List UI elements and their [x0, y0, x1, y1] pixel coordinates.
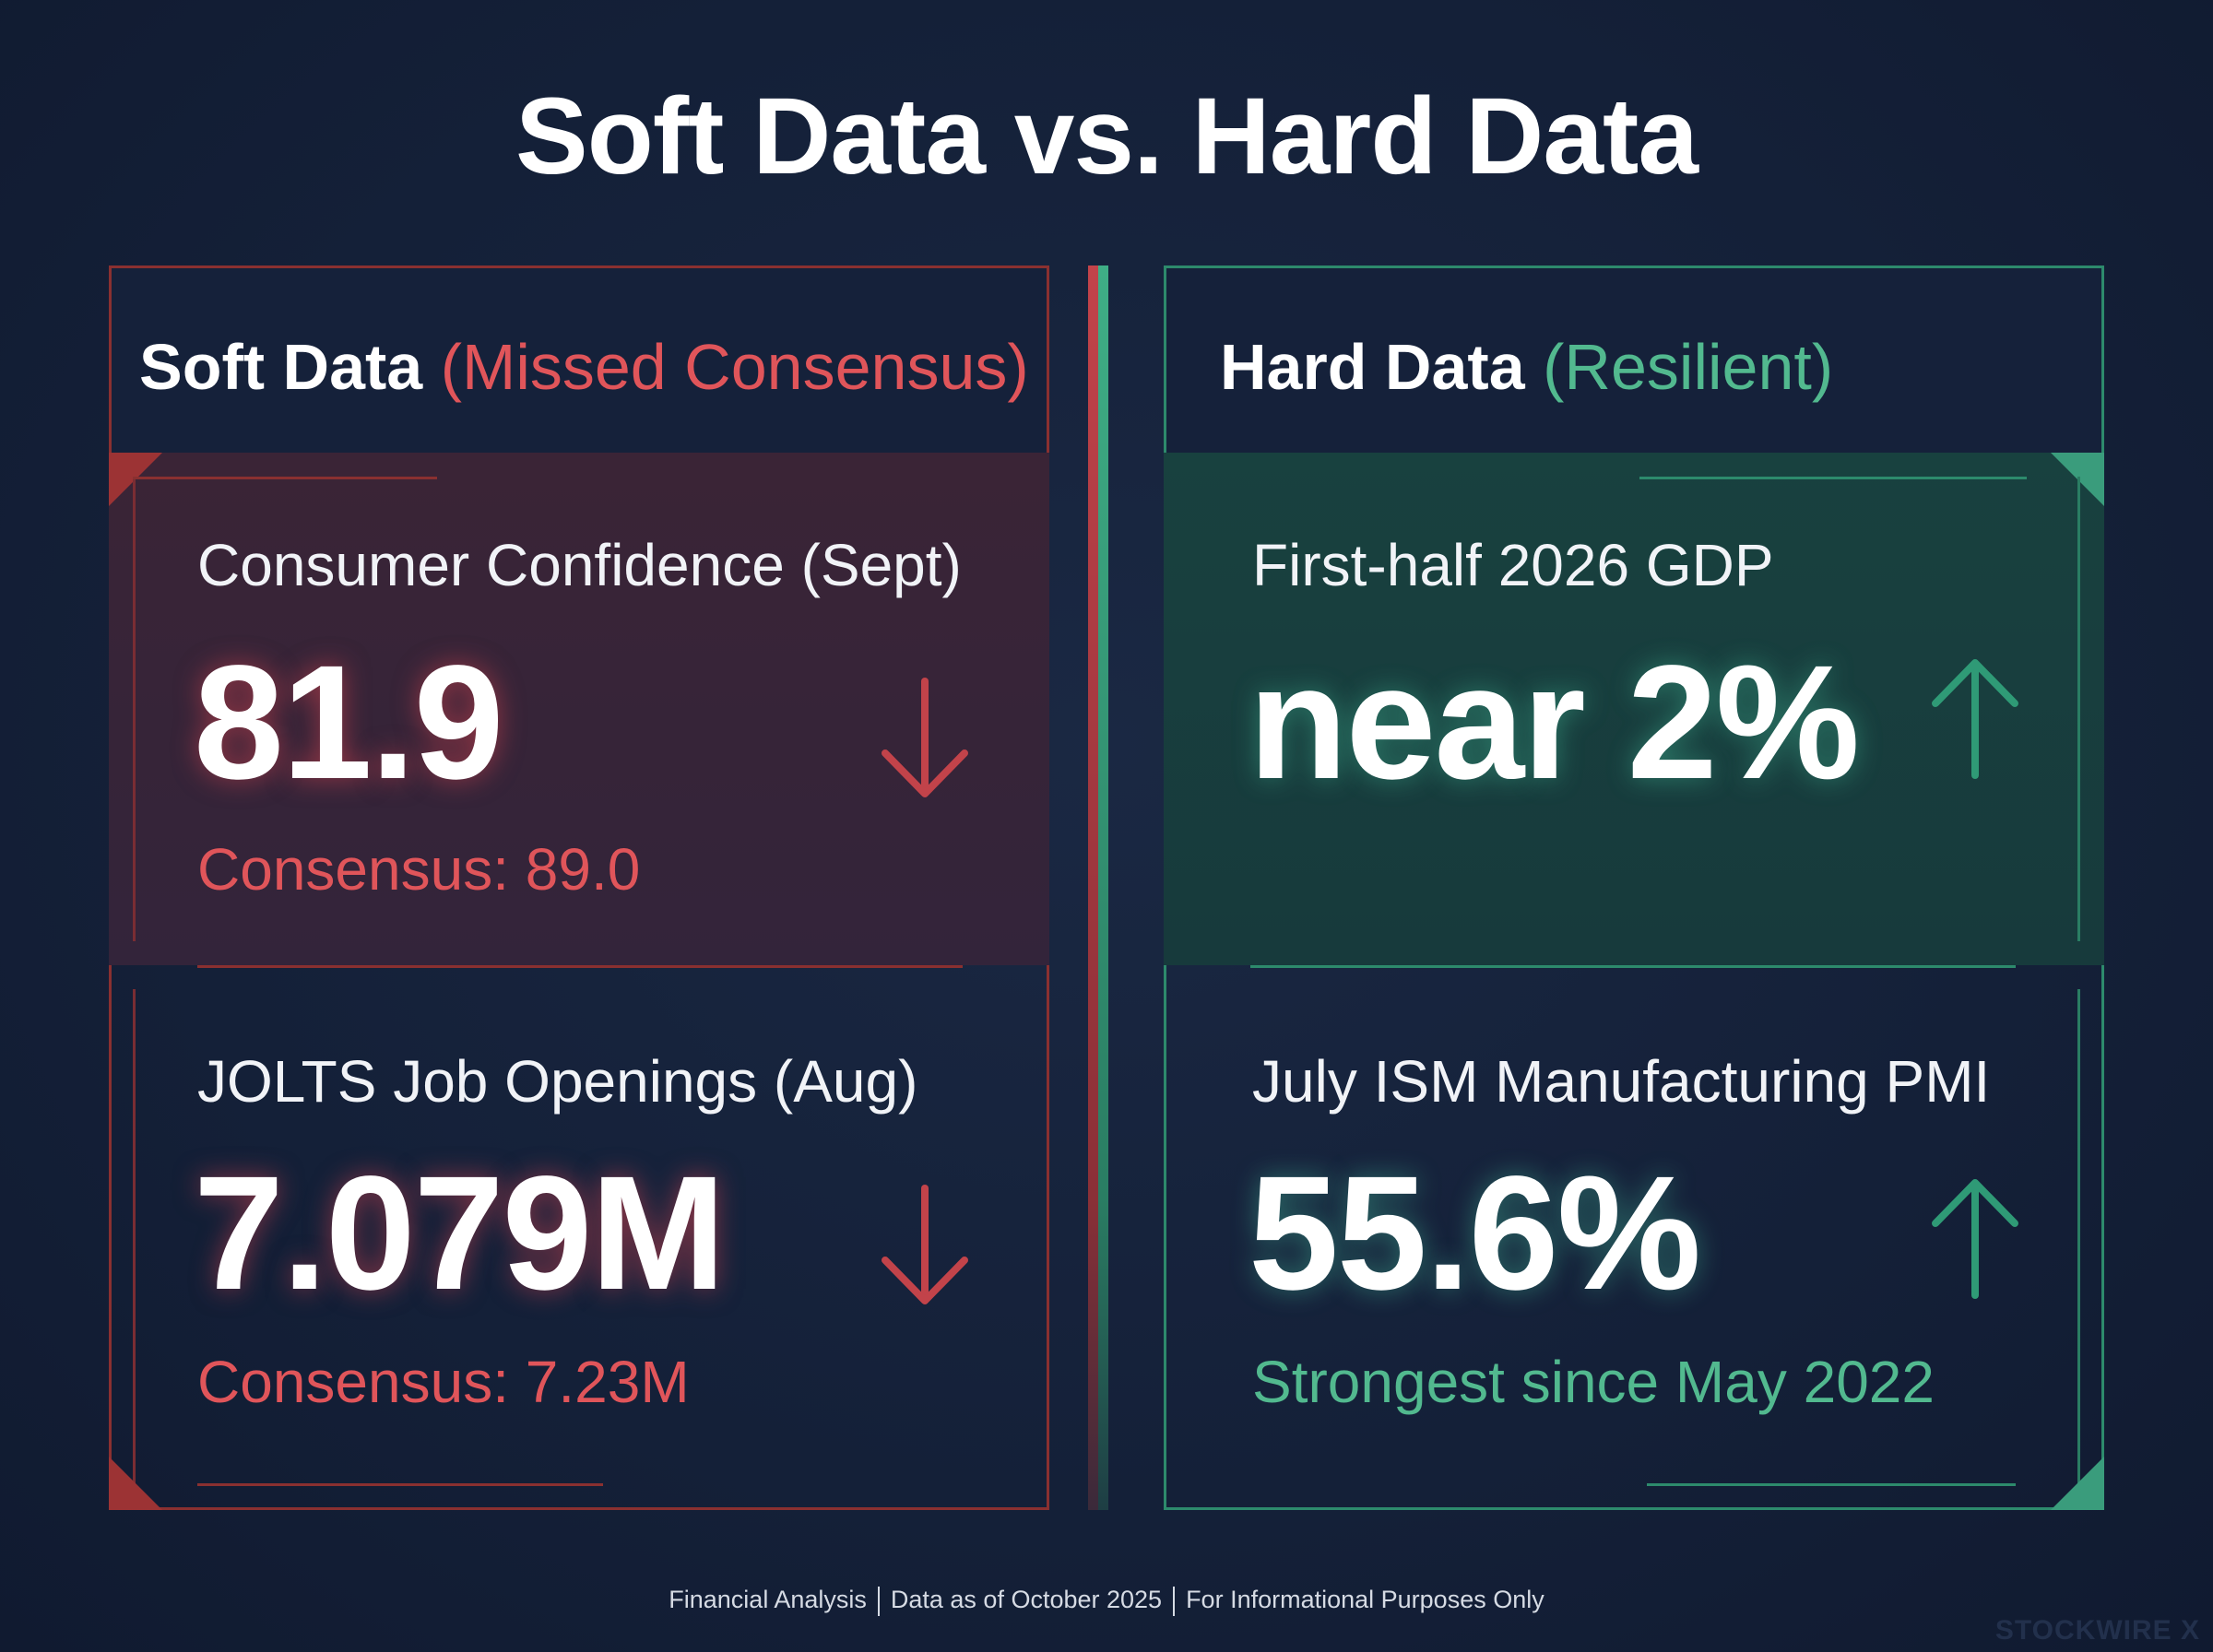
center-divider [1088, 266, 1108, 1510]
card-corner-decoration [109, 453, 162, 506]
hard-data-heading: Hard Data (Resilient) [1220, 325, 1833, 408]
ism-pmi-card: July ISM Manufacturing PMI 55.6% Stronge… [1164, 965, 2104, 1510]
card-frame-line [1647, 1483, 2016, 1486]
hard-data-panel: Hard Data (Resilient) First-half 2026 GD… [1164, 266, 2104, 1510]
card-frame-line [197, 1483, 603, 1486]
soft-data-heading: Soft Data (Missed Consensus) [139, 325, 1029, 408]
metric-value: 7.079M [194, 1143, 726, 1324]
footer: Financial Analysis Data as of October 202… [0, 1583, 2213, 1616]
soft-data-heading-main: Soft Data [139, 331, 423, 403]
footer-part: For Informational Purposes Only [1186, 1586, 1544, 1613]
jolts-job-openings-card: JOLTS Job Openings (Aug) 7.079M Consensu… [109, 965, 1049, 1510]
card-corner-decoration [2051, 453, 2104, 506]
arrow-up-icon [1932, 1179, 2018, 1299]
footer-part: Data as of October 2025 [890, 1586, 1163, 1613]
hard-data-header: Hard Data (Resilient) [1166, 268, 2101, 453]
card-corner-decoration [2051, 1457, 2104, 1510]
consensus-note: Consensus: 89.0 [197, 836, 641, 903]
page-title: Soft Data vs. Hard Data [515, 76, 1698, 197]
card-frame-line [133, 477, 437, 479]
metric-label: Consumer Confidence (Sept) [197, 532, 962, 598]
card-corner-decoration [109, 1457, 162, 1510]
metric-value: 55.6% [1249, 1143, 1701, 1324]
hard-data-heading-sub: (Resilient) [1543, 331, 1834, 403]
metric-value: near 2% [1249, 632, 1860, 813]
arrow-up-icon [1932, 659, 2018, 779]
consumer-confidence-card: Consumer Confidence (Sept) 81.9 Consensu… [109, 453, 1049, 965]
arrow-down-icon [882, 678, 968, 797]
metric-label: First-half 2026 GDP [1252, 532, 1774, 598]
soft-data-heading-sub: (Missed Consensus) [440, 331, 1029, 403]
arrow-down-icon [882, 1185, 968, 1304]
footer-part: Financial Analysis [669, 1586, 867, 1613]
metric-label: JOLTS Job Openings (Aug) [197, 1048, 918, 1115]
hard-data-heading-main: Hard Data [1220, 331, 1525, 403]
soft-data-header: Soft Data (Missed Consensus) [112, 268, 1047, 453]
footer-separator [877, 1586, 880, 1616]
consensus-note: Consensus: 7.23M [197, 1349, 690, 1415]
soft-data-panel: Soft Data (Missed Consensus) Consumer Co… [109, 266, 1049, 1510]
card-frame-line [1639, 477, 2027, 479]
card-divider-line [1250, 965, 2016, 968]
strongest-since-note: Strongest since May 2022 [1252, 1349, 1935, 1415]
card-divider-line [197, 965, 963, 968]
gdp-card: First-half 2026 GDP near 2% [1164, 453, 2104, 965]
metric-label: July ISM Manufacturing PMI [1252, 1048, 1991, 1115]
watermark-logo: STOCKWIRE X [1994, 1615, 2200, 1646]
metric-value: 81.9 [194, 632, 504, 813]
footer-separator [1173, 1586, 1176, 1616]
